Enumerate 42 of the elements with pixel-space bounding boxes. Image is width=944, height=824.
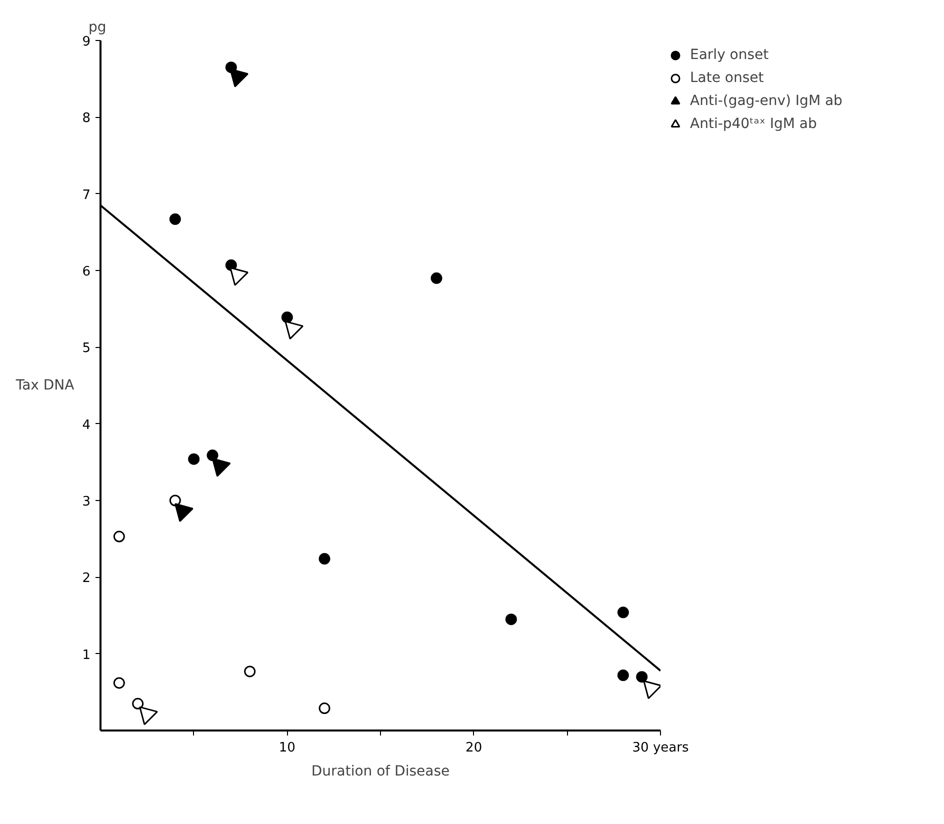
x-tick-label: 10 bbox=[278, 740, 296, 756]
x-tick-label: 20 bbox=[466, 740, 482, 756]
point bbox=[206, 450, 218, 462]
legend-label: Anti-(gag-env) IgM ab bbox=[690, 93, 842, 109]
point bbox=[430, 272, 442, 284]
point bbox=[230, 267, 248, 286]
legend-label: Late onset bbox=[690, 70, 764, 86]
point bbox=[174, 503, 194, 522]
point bbox=[212, 458, 231, 477]
point bbox=[281, 312, 293, 324]
point bbox=[188, 453, 200, 465]
legend-label: Early onset bbox=[690, 47, 769, 63]
point bbox=[169, 494, 181, 506]
text: pg bbox=[88, 20, 106, 36]
point bbox=[643, 680, 660, 700]
point bbox=[318, 553, 330, 565]
y-tick-label: 1 bbox=[82, 648, 91, 663]
y-tick-label: 8 bbox=[82, 111, 91, 126]
point bbox=[132, 698, 144, 710]
point bbox=[139, 706, 158, 726]
x-tick-label: 30 years bbox=[632, 740, 689, 756]
point bbox=[617, 670, 629, 682]
y-tick-label: 2 bbox=[82, 571, 91, 586]
point bbox=[113, 677, 125, 689]
point bbox=[230, 68, 248, 88]
point bbox=[318, 702, 330, 714]
x-axis-title: Duration of Disease bbox=[311, 764, 450, 780]
y-tick-label: 5 bbox=[82, 341, 91, 356]
y-tick-label: 9 bbox=[82, 34, 91, 50]
legend-label: Anti-p40ᵗᵃˣ IgM ab bbox=[690, 116, 817, 132]
point bbox=[636, 671, 648, 683]
point bbox=[284, 320, 304, 340]
y-tick-label: 7 bbox=[82, 188, 91, 203]
y-tick-label: 3 bbox=[82, 494, 91, 510]
y-tick-label: 4 bbox=[82, 418, 91, 433]
y-axis-title: Tax DNA bbox=[14, 378, 75, 394]
point bbox=[244, 666, 256, 678]
point bbox=[617, 606, 629, 618]
point bbox=[505, 614, 517, 626]
point bbox=[169, 213, 181, 225]
point bbox=[113, 530, 125, 542]
y-tick-label: 6 bbox=[82, 264, 91, 280]
